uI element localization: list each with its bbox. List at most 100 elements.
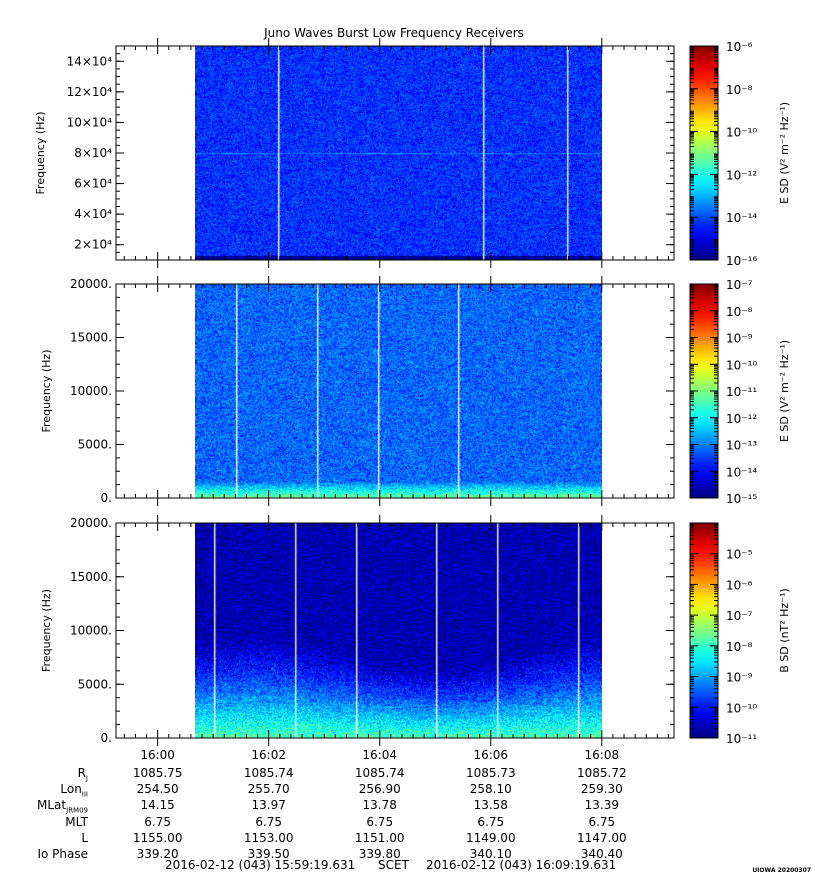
- table-row-label: Io Phase: [37, 847, 88, 861]
- table-cell: 1147.00: [577, 830, 627, 845]
- colorbar-tick-label: 10⁻⁵: [726, 548, 753, 562]
- colorbar-tick-label: 10⁻¹⁰: [726, 358, 757, 372]
- footer-end-time: 2016-02-12 (043) 16:09:19.631: [426, 858, 617, 872]
- colorbar-tick-label: 10⁻⁷: [726, 609, 753, 623]
- table-cell: 339.80: [358, 847, 401, 861]
- y-tick-label: 15000.: [70, 331, 112, 345]
- table-cell: 340.10: [469, 847, 512, 861]
- table-cell: 13.58: [473, 798, 508, 813]
- table-cell: 255.70: [247, 782, 290, 797]
- colorbar-tick-label: 10⁻¹³: [726, 439, 757, 453]
- y-tick-label: 10×10⁴: [67, 115, 113, 129]
- table-row-label: LonIII: [60, 782, 88, 799]
- y-tick-label: 5000.: [78, 438, 112, 452]
- table-cell: 1149.00: [465, 830, 516, 845]
- table-row-label: L: [81, 830, 88, 845]
- colorbar-tick-label: 10⁻⁶: [726, 578, 753, 592]
- y-tick-label: 15000.: [70, 570, 112, 584]
- y-tick-label: 14×10⁴: [67, 54, 113, 68]
- table-cell: 13.97: [251, 798, 286, 813]
- y-axis-label: Frequency (Hz): [40, 589, 53, 672]
- colorbar-tick-label: 10⁻¹²: [726, 168, 757, 182]
- spectrogram-image-3: [195, 523, 602, 738]
- spectrogram-panel-2: 0. 5000. 10000. 15000. 20000. Frequency (Hz) 1…: [40, 276, 791, 506]
- table-cell: 259.30: [580, 782, 623, 797]
- colorbar-3: [689, 522, 719, 739]
- x-tick-label: 16:08: [585, 748, 620, 762]
- colorbar-tick-label: 10⁻⁹: [726, 332, 753, 346]
- colorbar-tick-label: 10⁻¹⁶: [726, 254, 757, 268]
- colorbar-tick-label: 10⁻¹⁵: [726, 492, 757, 506]
- table-cell: 1085.74: [243, 766, 294, 780]
- colorbar-tick-label: 10⁻¹⁴: [726, 211, 757, 225]
- table-cell: 13.78: [362, 798, 397, 813]
- y-tick-label: 2×10⁴: [74, 238, 112, 252]
- y-tick-label: 0.: [101, 731, 112, 745]
- table-row-label: MLatJRM09: [37, 798, 88, 815]
- colorbar-tick-label: 10⁻¹¹: [726, 732, 757, 746]
- spectrogram-image-2: [195, 284, 602, 498]
- table-cell: 1153.00: [243, 830, 294, 845]
- colorbar-tick-label: 10⁻¹⁴: [726, 465, 757, 479]
- table-cell: 14.15: [140, 798, 175, 813]
- y-tick-label: 12×10⁴: [67, 85, 113, 99]
- table-cell: 13.39: [584, 798, 619, 813]
- table-cell: 1085.75: [132, 766, 183, 780]
- table-cell: 6.75: [144, 814, 171, 829]
- colorbar-tick-label: 10⁻⁹: [726, 671, 753, 685]
- y-tick-label: 10000.: [70, 384, 112, 398]
- colorbar-tick-label: 10⁻¹¹: [726, 385, 757, 399]
- y-tick-label: 6×10⁴: [74, 177, 112, 191]
- colorbar-1: [689, 45, 719, 261]
- table-cell: 1155.00: [132, 830, 183, 845]
- table-cell: 254.50: [136, 782, 179, 797]
- colorbar-label: B SD (nT² Hz⁻¹): [778, 588, 791, 672]
- table-cell: 6.75: [255, 814, 283, 829]
- spectrogram-panel-3: 0. 5000. 10000. 15000. 20000. Frequency (Hz) 1…: [40, 515, 791, 746]
- table-cell: 1085.72: [577, 766, 627, 780]
- colorbar-tick-label: 10⁻⁶: [726, 40, 753, 54]
- table-cell: 1085.74: [354, 766, 405, 780]
- table-cell: 339.50: [247, 847, 290, 861]
- x-tick-label: 16:02: [251, 748, 286, 762]
- colorbar-tick-label: 10⁻¹⁰: [726, 126, 757, 140]
- y-tick-label: 5000.: [78, 677, 112, 691]
- y-tick-label: 8×10⁴: [74, 146, 112, 160]
- y-tick-label: 20000.: [70, 516, 112, 530]
- colorbar-tick-label: 10⁻¹⁰: [726, 701, 757, 715]
- uiowa-stamp: UIOWA 20200307: [752, 867, 811, 874]
- y-tick-label: 10000.: [70, 624, 112, 638]
- table-cell: 6.75: [366, 814, 394, 829]
- y-tick-label: 20000.: [70, 277, 112, 291]
- colorbar-tick-label: 10⁻⁸: [726, 305, 753, 319]
- spectrogram-image-1: [195, 46, 602, 260]
- table-cell: 339.20: [136, 847, 179, 861]
- footer-scet-label: SCET: [378, 858, 409, 872]
- colorbar-tick-label: 10⁻¹²: [726, 412, 757, 426]
- table-row-label: RJ: [77, 766, 88, 783]
- colorbar-tick-label: 10⁻⁷: [726, 278, 753, 292]
- x-tick-label: 16:06: [473, 748, 508, 762]
- footer-start-time: 2016-02-12 (043) 15:59:19.631: [165, 858, 356, 872]
- table-cell: 1151.00: [354, 830, 405, 845]
- x-tick-label: 16:00: [140, 748, 175, 762]
- y-tick-label: 0.: [101, 491, 112, 505]
- colorbar-tick-label: 10⁻⁸: [726, 640, 753, 654]
- table-cell: 1085.73: [465, 766, 516, 780]
- chart-title: Juno Waves Burst Low Frequency Receivers: [263, 26, 524, 40]
- y-axis-label: Frequency (Hz): [40, 350, 53, 433]
- table-cell: 6.75: [477, 814, 505, 829]
- colorbar-label: E SD (V² m⁻² Hz⁻¹): [778, 340, 791, 442]
- table-cell: 258.10: [469, 782, 512, 797]
- y-axis-label: Frequency (Hz): [34, 112, 47, 195]
- table-cell: 340.40: [580, 847, 623, 861]
- colorbar-tick-label: 10⁻⁸: [726, 83, 753, 97]
- table-cell: 256.90: [358, 782, 401, 797]
- table-cell: 6.75: [588, 814, 616, 829]
- x-tick-label: 16:04: [362, 748, 397, 762]
- y-tick-label: 4×10⁴: [74, 207, 112, 221]
- spectrogram-panel-1: 2×10⁴ 4×10⁴ 6×10⁴ 8×10⁴ 10×10⁴ 12×10⁴ 14×10⁴ Fr…: [34, 38, 791, 268]
- colorbar-label: E SD (V² m⁻² Hz⁻¹): [778, 102, 791, 204]
- table-row-label: MLT: [65, 814, 88, 829]
